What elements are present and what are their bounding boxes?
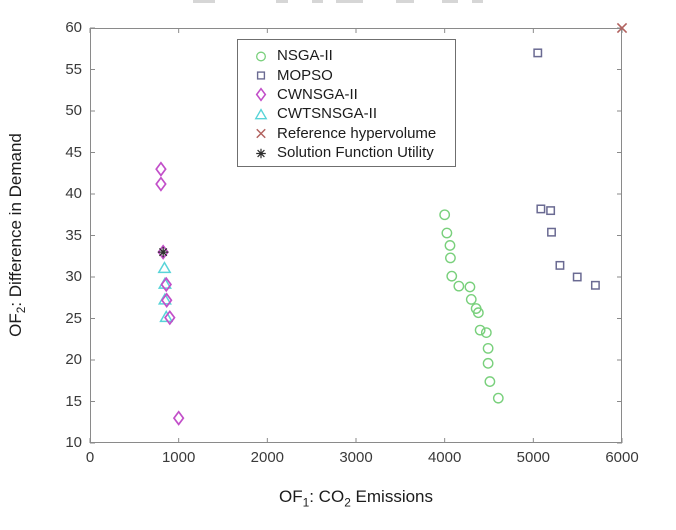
point-cwnsga-ii xyxy=(155,176,167,192)
diamond-marker-icon xyxy=(255,87,267,103)
plot-area: NSGA-II MOPSO CWNSGA-II CWTSNSGA-II Referenc… xyxy=(89,22,628,444)
y-tick-label: 15 xyxy=(65,392,82,410)
point-mopso xyxy=(536,204,546,214)
point-nsga-ii xyxy=(484,376,496,387)
point-nsga-ii xyxy=(445,252,456,264)
point-nsga-ii xyxy=(474,324,486,336)
point-cwnsga-ii xyxy=(155,161,167,177)
square-marker-icon xyxy=(256,71,266,80)
legend-box: NSGA-II MOPSO CWNSGA-II CWTSNSGA-II Referenc… xyxy=(237,39,456,167)
point-nsga-ii xyxy=(464,281,476,293)
legend-label: Reference hypervolume xyxy=(277,124,437,142)
point-mopso xyxy=(555,260,565,270)
point-nsga-ii xyxy=(441,227,453,239)
x-axis-label-text: OF xyxy=(279,487,303,506)
y-tick-label: 55 xyxy=(65,60,82,78)
legend-item-reference-hypervolume: Reference hypervolume xyxy=(248,124,455,143)
point-nsga-ii xyxy=(482,342,494,354)
point-nsga-ii xyxy=(465,294,477,305)
legend-label: CWTSNSGA-II xyxy=(277,105,377,123)
title-fragment xyxy=(193,0,215,3)
y-tick-label: 20 xyxy=(65,351,82,368)
point-nsga-ii xyxy=(444,240,456,251)
y-axis-label: OF2: Difference in Demand xyxy=(6,133,28,337)
y-axis-label-subscript: 2 xyxy=(14,306,29,314)
x-tick-label: 3000 xyxy=(339,449,373,466)
point-nsga-ii xyxy=(453,280,465,292)
triangle-marker-icon xyxy=(254,108,268,120)
x-marker-icon xyxy=(256,128,266,139)
point-nsga-ii xyxy=(492,392,504,404)
title-fragment xyxy=(472,0,483,3)
x-tick-label: 1000 xyxy=(161,449,196,466)
y-tick-label: 60 xyxy=(65,19,82,36)
point-cwnsga-ii xyxy=(160,276,173,293)
point-cwnsga-ii xyxy=(160,292,173,308)
legend-label: NSGA-II xyxy=(277,47,333,65)
point-nsga-ii xyxy=(482,357,494,369)
plot-canvas xyxy=(89,22,628,444)
point-nsga-ii xyxy=(439,209,451,221)
title-fragment xyxy=(276,0,288,3)
x-axis-label: OF1: CO2 Emissions xyxy=(90,487,622,509)
y-tick-label: 50 xyxy=(65,102,82,119)
legend-item-nsga-ii: NSGA-II xyxy=(248,46,455,65)
x-tick-label: 4000 xyxy=(427,449,462,466)
point-cwtsnsga-ii xyxy=(157,261,172,274)
x-tick-label: 0 xyxy=(85,449,95,466)
y-tick-label: 45 xyxy=(65,143,82,161)
point-solution-function-utility xyxy=(157,246,169,258)
legend-item-mopso: MOPSO xyxy=(248,65,455,84)
point-mopso xyxy=(547,227,556,237)
x-tick-label: 2000 xyxy=(250,449,285,466)
point-nsga-ii xyxy=(446,270,458,282)
legend-label: Solution Function Utility xyxy=(277,144,434,162)
point-cwnsga-ii xyxy=(172,410,185,426)
x-tick-label: 5000 xyxy=(516,449,551,466)
circle-marker-icon xyxy=(256,51,266,62)
point-nsga-ii xyxy=(480,327,492,339)
legend-item-solution-function-utility: Solution Function Utility xyxy=(248,143,455,162)
y-axis-label-text: OF xyxy=(5,313,25,337)
y-tick-label: 35 xyxy=(65,226,82,244)
point-mopso xyxy=(590,280,600,290)
title-fragment xyxy=(396,0,414,3)
x-tick-label: 6000 xyxy=(605,449,639,466)
y-tick-label: 30 xyxy=(65,268,82,285)
point-nsga-ii xyxy=(472,307,484,319)
point-mopso xyxy=(546,206,556,216)
point-mopso xyxy=(572,272,582,282)
y-tick-label: 10 xyxy=(65,434,82,451)
legend-item-cwtsnsga-ii: CWTSNSGA-II xyxy=(248,104,455,123)
y-axis-label-text: : Difference in Demand xyxy=(5,133,25,307)
x-axis-label-subscript: 1 xyxy=(302,495,310,510)
title-fragment xyxy=(312,0,323,3)
point-mopso xyxy=(533,48,543,58)
point-cwnsga-ii xyxy=(157,244,169,260)
x-axis-label-text: : CO xyxy=(309,487,345,506)
legend-label: CWNSGA-II xyxy=(277,85,358,103)
asterisk-marker-icon xyxy=(256,148,266,158)
y-tick-label: 40 xyxy=(65,185,82,202)
point-reference-hypervolume xyxy=(616,22,628,34)
legend-item-cwnsga-ii: CWNSGA-II xyxy=(248,85,455,104)
point-cwtsnsga-ii xyxy=(159,310,174,323)
point-cwnsga-ii xyxy=(164,309,176,326)
title-fragment xyxy=(336,0,363,3)
legend-label: MOPSO xyxy=(277,66,333,84)
x-axis-label-text: Emissions xyxy=(350,487,433,506)
y-tick-label: 25 xyxy=(65,309,82,327)
title-fragment xyxy=(442,0,458,3)
x-axis-label-subscript: 2 xyxy=(344,495,351,510)
